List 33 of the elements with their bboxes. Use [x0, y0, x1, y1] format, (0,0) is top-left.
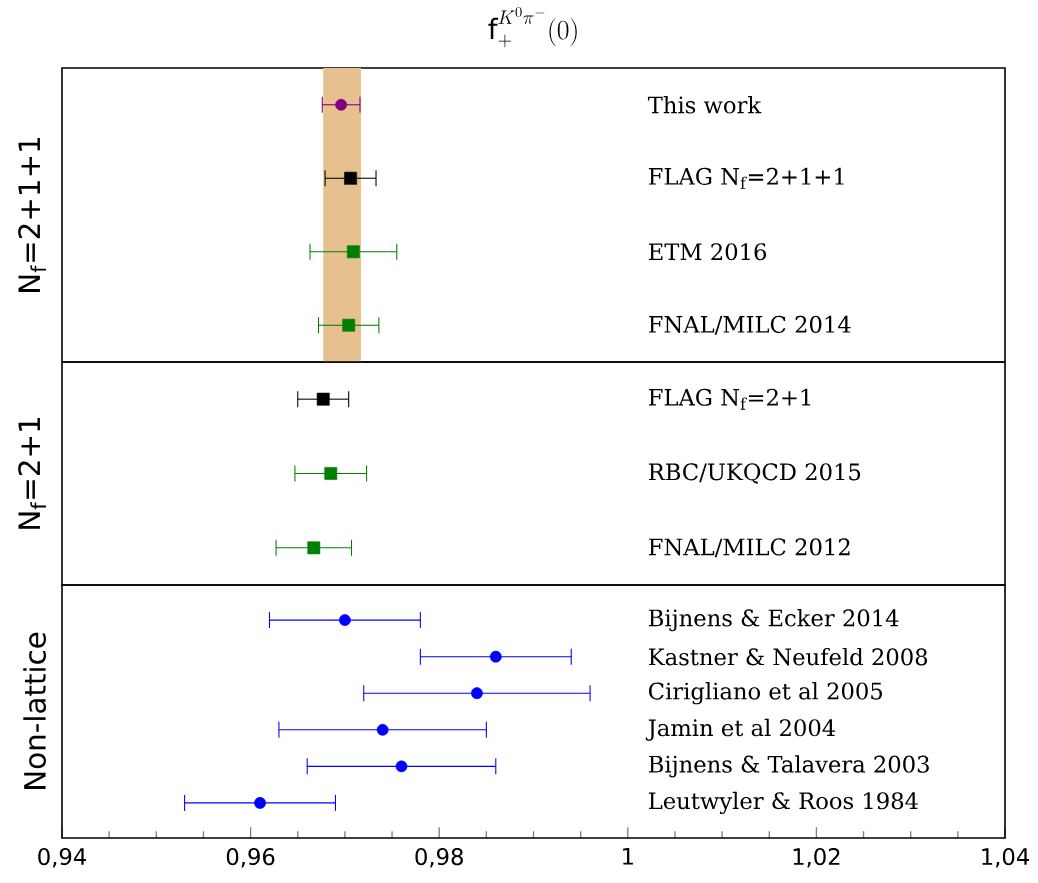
x-tick-label: 1,04 — [982, 848, 1029, 868]
y-tick-label: RBC/UKQCD 2015 — [648, 463, 861, 484]
point — [344, 171, 357, 185]
x-tick-label: 0,94 — [38, 848, 86, 868]
y-tick-label: FNAL/MILC 2014 — [648, 315, 851, 335]
x-tick-label: 0,98 — [415, 848, 463, 868]
point — [376, 723, 389, 736]
y-tick-label: FNAL/MILC 2012 — [648, 538, 850, 558]
x-tick-label: 0,96 — [226, 848, 275, 868]
point — [489, 650, 502, 663]
y-tick-label: Bijnens & Talavera 2003 — [648, 755, 929, 778]
point — [471, 687, 483, 700]
point — [346, 245, 360, 259]
point — [342, 318, 356, 332]
y-tick-label: FLAG N$_{f}$=2+1+1 — [648, 167, 844, 189]
x-tick-label: 1 — [623, 848, 633, 865]
y-axis-title: N$_{f}$=2+1+1 — [18, 137, 46, 292]
point — [395, 760, 408, 773]
y-axis-title: N$_{f}$=2+1 — [18, 418, 46, 529]
point — [254, 797, 266, 809]
y-tick-label: Leutwyler & Roos 1984 — [648, 791, 918, 815]
chart-title: $\mathrm{f}_+^{K^0\pi^-}(0)$ — [488, 6, 577, 48]
y-tick-label: This work — [647, 95, 762, 114]
y-tick-label: Jamin et al 2004 — [645, 718, 836, 741]
y-tick-label: Bijnens & Ecker 2014 — [648, 608, 899, 632]
y-tick-label: ETM 2016 — [648, 243, 767, 261]
y-tick-label: FLAG N$_{f}$=2+1 — [648, 388, 811, 410]
y-tick-label: Kastner & Neufeld 2008 — [648, 647, 928, 666]
point — [335, 98, 347, 111]
x-tick-label: 1,02 — [793, 848, 840, 868]
point — [339, 614, 351, 626]
y-axis-title: Non-lattice — [23, 632, 46, 789]
y-tick-label: Cirigliano et al 2005 — [648, 682, 882, 705]
